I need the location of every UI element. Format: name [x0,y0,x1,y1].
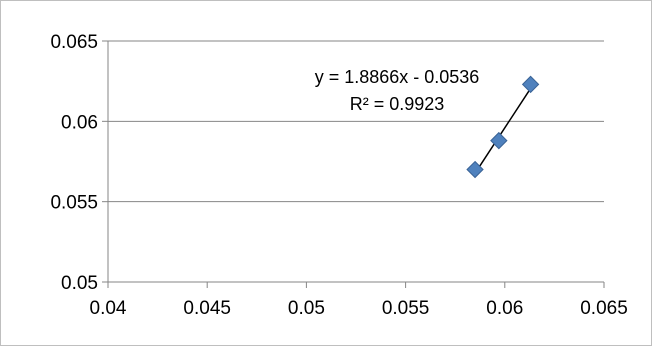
x-tick-label-5: 0.065 [580,298,628,319]
y-tick-label-3: 0.065 [50,32,98,53]
trendline-r2-label: R² = 0.9923 [350,94,445,114]
data-point-2 [521,75,540,94]
trendline-equation-label: y = 1.8866x - 0.0536 [315,67,480,87]
trendline-layer [474,88,532,174]
x-tick-labels: 0.04 0.045 0.05 0.055 0.06 0.065 [90,298,628,319]
gridlines [108,40,604,203]
x-tick-label-4: 0.06 [486,298,523,319]
y-tick-labels: 0.05 0.055 0.06 0.065 [50,32,98,294]
data-point-0 [466,160,484,179]
x-tick-label-0: 0.04 [90,298,127,319]
data-points [466,75,540,179]
y-tick-label-1: 0.055 [50,193,98,214]
y-tick-label-2: 0.06 [61,112,98,133]
x-tick-label-3: 0.055 [382,298,430,319]
data-point-1 [490,131,508,150]
x-tick-label-2: 0.05 [288,298,325,319]
x-tick-label-1: 0.045 [183,298,231,319]
axes [102,40,605,288]
y-tick-label-0: 0.05 [61,273,98,294]
linear-trendline [474,88,532,174]
trendline-labels: y = 1.8866x - 0.0536 R² = 0.9923 [315,67,480,114]
